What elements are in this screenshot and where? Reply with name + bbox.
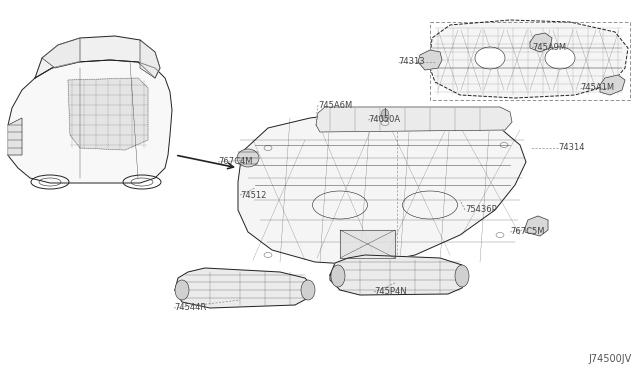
Polygon shape <box>600 75 625 95</box>
Ellipse shape <box>301 280 315 300</box>
Polygon shape <box>42 38 80 68</box>
Polygon shape <box>330 255 468 295</box>
Polygon shape <box>525 216 548 236</box>
Text: 767C4M: 767C4M <box>218 157 253 167</box>
Polygon shape <box>316 107 512 132</box>
Text: 767C5M: 767C5M <box>510 228 545 237</box>
Text: 74314: 74314 <box>558 144 584 153</box>
Polygon shape <box>418 50 442 70</box>
Polygon shape <box>8 60 172 183</box>
Polygon shape <box>530 33 552 52</box>
Text: 745A9M: 745A9M <box>532 44 566 52</box>
Polygon shape <box>238 112 526 265</box>
Text: 745A6M: 745A6M <box>318 100 352 109</box>
Text: J74500JV: J74500JV <box>589 354 632 364</box>
Polygon shape <box>35 36 160 78</box>
Ellipse shape <box>545 47 575 69</box>
Polygon shape <box>8 118 22 155</box>
Polygon shape <box>340 230 395 258</box>
Polygon shape <box>68 78 148 150</box>
Text: 74512: 74512 <box>240 190 266 199</box>
Text: 745P4N: 745P4N <box>374 288 406 296</box>
Polygon shape <box>140 40 160 78</box>
Text: 74313: 74313 <box>398 58 424 67</box>
Ellipse shape <box>175 280 189 300</box>
Ellipse shape <box>381 109 389 121</box>
Ellipse shape <box>237 149 259 167</box>
Text: 74050A: 74050A <box>368 115 400 125</box>
Ellipse shape <box>475 47 505 69</box>
Text: 745A1M: 745A1M <box>580 83 614 93</box>
Ellipse shape <box>455 265 469 287</box>
Polygon shape <box>430 20 628 98</box>
Text: 75436P: 75436P <box>465 205 497 215</box>
Polygon shape <box>175 268 312 308</box>
Text: 74544R: 74544R <box>174 304 206 312</box>
Ellipse shape <box>331 265 345 287</box>
